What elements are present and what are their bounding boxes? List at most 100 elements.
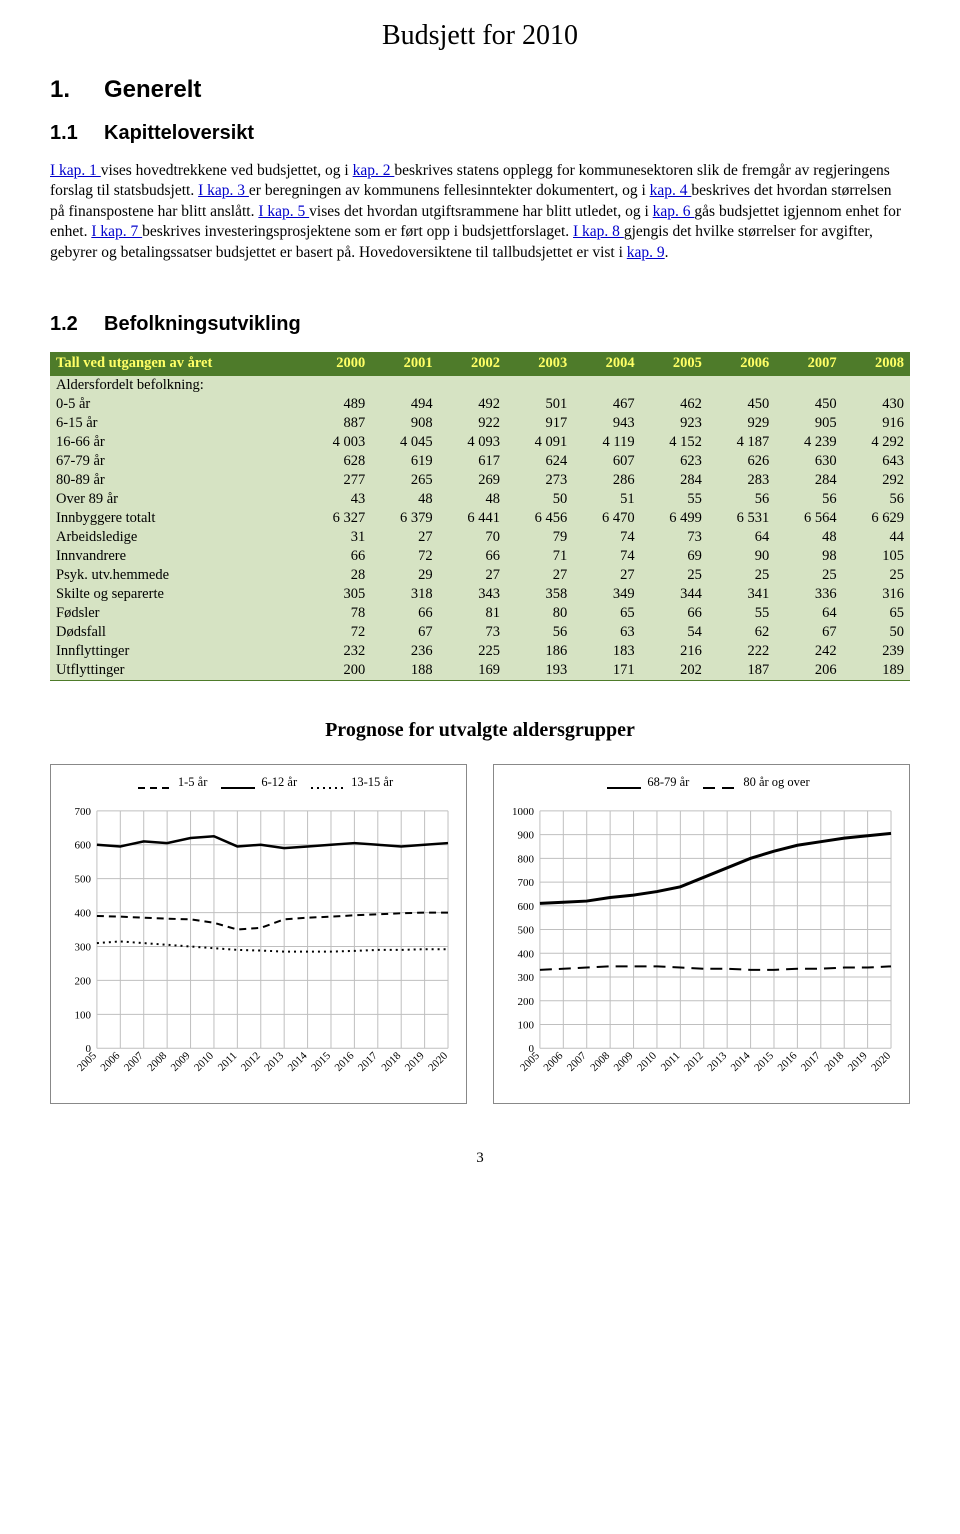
year-col: 2007: [775, 352, 842, 376]
cell: 6 456: [506, 509, 573, 528]
cell: 48: [439, 490, 506, 509]
svg-text:2016: 2016: [776, 1050, 800, 1074]
cell: 929: [708, 414, 775, 433]
svg-text:2005: 2005: [75, 1050, 99, 1074]
cell: 66: [439, 547, 506, 566]
cell: 626: [708, 452, 775, 471]
cell: 284: [641, 471, 708, 490]
table-row: Skilte og separerte305318343358349344341…: [50, 585, 910, 604]
cell: 65: [573, 604, 640, 623]
svg-text:400: 400: [517, 949, 534, 961]
link-kap-3[interactable]: I kap. 3: [198, 182, 249, 199]
row-label: 67-79 år: [50, 452, 304, 471]
cell: 607: [573, 452, 640, 471]
row-label: Dødsfall: [50, 623, 304, 642]
cell: 318: [371, 585, 438, 604]
table-subheader: Aldersfordelt befolkning:: [50, 376, 910, 396]
section-1-2-title: Befolkningsutvikling: [104, 313, 301, 335]
svg-text:100: 100: [517, 1020, 534, 1032]
cell: 171: [573, 661, 640, 681]
section-1-title: Generelt: [104, 76, 201, 103]
svg-text:100: 100: [74, 1010, 91, 1022]
svg-text:600: 600: [517, 901, 534, 913]
cell: 200: [304, 661, 371, 681]
svg-text:300: 300: [517, 972, 534, 984]
link-kap-8[interactable]: I kap. 8: [573, 223, 624, 240]
cell: 74: [573, 528, 640, 547]
cell: 216: [641, 642, 708, 661]
svg-text:400: 400: [74, 908, 91, 920]
charts-row: 1-5 år6-12 år13-15 år 010020030040050060…: [50, 764, 910, 1104]
cell: 186: [506, 642, 573, 661]
cell: 501: [506, 395, 573, 414]
link-kap-1[interactable]: I kap. 1: [50, 162, 101, 179]
row-label: Over 89 år: [50, 490, 304, 509]
page-title: Budsjett for 2010: [50, 20, 910, 52]
cell: 630: [775, 452, 842, 471]
svg-text:2005: 2005: [518, 1050, 542, 1074]
cell: 6 379: [371, 509, 438, 528]
chart-left: 1-5 år6-12 år13-15 år 010020030040050060…: [50, 764, 467, 1104]
cell: 25: [843, 566, 910, 585]
cell: 193: [506, 661, 573, 681]
svg-text:800: 800: [517, 854, 534, 866]
year-col: 2004: [573, 352, 640, 376]
section-1-2-num: 1.2: [50, 313, 104, 336]
cell: 48: [775, 528, 842, 547]
svg-text:500: 500: [74, 874, 91, 886]
cell: 4 239: [775, 433, 842, 452]
table-header-first: Tall ved utgangen av året: [50, 352, 304, 376]
cell: 70: [439, 528, 506, 547]
cell: 492: [439, 395, 506, 414]
svg-text:2020: 2020: [426, 1050, 450, 1074]
cell: 617: [439, 452, 506, 471]
cell: 29: [371, 566, 438, 585]
cell: 67: [775, 623, 842, 642]
cell: 4 093: [439, 433, 506, 452]
cell: 65: [843, 604, 910, 623]
link-kap-9[interactable]: kap. 9: [627, 244, 665, 261]
row-label: Utflyttinger: [50, 661, 304, 681]
cell: 73: [439, 623, 506, 642]
cell: 269: [439, 471, 506, 490]
overview-paragraph: I kap. 1 vises hovedtrekkene ved budsjet…: [50, 161, 910, 263]
cell: 80: [506, 604, 573, 623]
cell: 62: [708, 623, 775, 642]
cell: 450: [775, 395, 842, 414]
cell: 265: [371, 471, 438, 490]
cell: 628: [304, 452, 371, 471]
cell: 56: [843, 490, 910, 509]
cell: 6 441: [439, 509, 506, 528]
link-kap-2[interactable]: kap. 2: [353, 162, 395, 179]
cell: 51: [573, 490, 640, 509]
cell: 619: [371, 452, 438, 471]
cell: 27: [506, 566, 573, 585]
row-label: Innflyttinger: [50, 642, 304, 661]
cell: 66: [304, 547, 371, 566]
cell: 292: [843, 471, 910, 490]
svg-text:2009: 2009: [612, 1050, 636, 1074]
cell: 28: [304, 566, 371, 585]
link-kap-6[interactable]: kap. 6: [653, 203, 695, 220]
cell: 90: [708, 547, 775, 566]
charts-title: Prognose for utvalgte aldersgrupper: [50, 719, 910, 742]
table-row: Utflyttinger200188169193171202187206189: [50, 661, 910, 681]
cell: 72: [371, 547, 438, 566]
cell: 6 327: [304, 509, 371, 528]
cell: 79: [506, 528, 573, 547]
link-kap-4[interactable]: kap. 4: [650, 182, 692, 199]
link-kap-5[interactable]: I kap. 5: [258, 203, 309, 220]
cell: 336: [775, 585, 842, 604]
cell: 4 003: [304, 433, 371, 452]
legend-right: 68-79 år80 år og over: [504, 775, 899, 790]
cell: 917: [506, 414, 573, 433]
cell: 72: [304, 623, 371, 642]
section-1-1-title: Kapitteloversikt: [104, 122, 254, 144]
link-kap-7[interactable]: I kap. 7: [91, 223, 142, 240]
svg-text:2015: 2015: [752, 1050, 776, 1074]
svg-text:2010: 2010: [192, 1050, 216, 1074]
cell: 489: [304, 395, 371, 414]
cell: 6 531: [708, 509, 775, 528]
cell: 27: [439, 566, 506, 585]
svg-text:900: 900: [517, 830, 534, 842]
